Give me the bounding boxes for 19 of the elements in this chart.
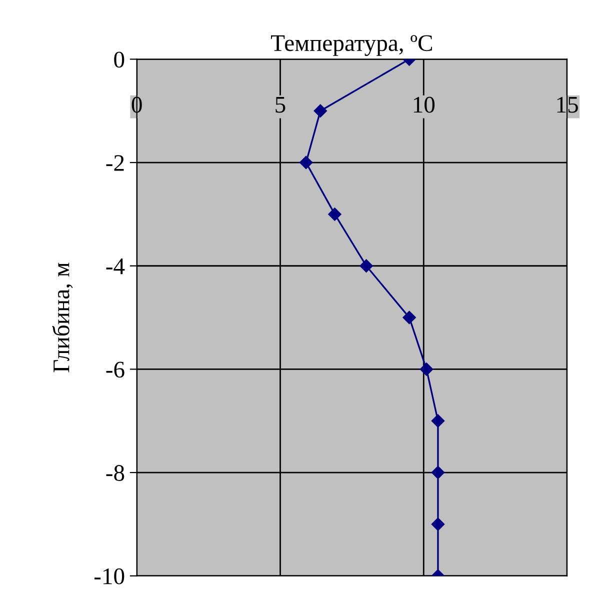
x-axis-title: Температура, ºC bbox=[271, 35, 432, 56]
point bbox=[360, 259, 373, 272]
point bbox=[431, 466, 445, 480]
point bbox=[431, 518, 445, 531]
y-tick-label: -2 bbox=[106, 155, 124, 171]
point bbox=[299, 156, 313, 170]
y-tick-label: -8 bbox=[106, 465, 124, 481]
point bbox=[402, 310, 416, 324]
y-tick-label: -10 bbox=[94, 568, 124, 584]
x-tick-label: 10 bbox=[414, 96, 435, 113]
y-axis-title: Глибина, м bbox=[52, 262, 73, 372]
point bbox=[431, 414, 445, 428]
y-tick-label: -4 bbox=[106, 258, 125, 274]
y-tick-label: -6 bbox=[106, 362, 124, 378]
point bbox=[314, 104, 327, 118]
point bbox=[328, 208, 342, 221]
x-tick-label: 5 bbox=[276, 97, 286, 113]
y-tick-label: 0 bbox=[114, 52, 124, 68]
point bbox=[420, 362, 434, 376]
